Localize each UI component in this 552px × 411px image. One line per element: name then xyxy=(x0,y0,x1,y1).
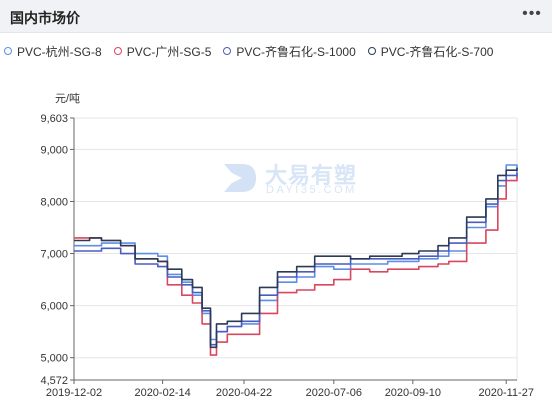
y-tick-label: 7,000 xyxy=(40,249,68,261)
y-tick-label: 4,572 xyxy=(40,375,68,387)
watermark-text-cn: 大易有塑 xyxy=(265,163,358,188)
chart-grid xyxy=(74,117,518,380)
y-tick-label: 9,603 xyxy=(40,113,68,125)
legend-marker-icon xyxy=(4,47,12,55)
series-line-1[interactable] xyxy=(74,164,518,341)
x-tick-label: 2019-12-02 xyxy=(46,387,102,399)
legend-label: PVC-齐鲁石化-S-700 xyxy=(380,44,494,59)
y-axis-unit-label: 元/吨 xyxy=(55,93,81,105)
watermark-logo-icon xyxy=(224,164,256,192)
x-tick-label: 2020-11-27 xyxy=(478,387,533,399)
y-tick-label: 9,000 xyxy=(40,144,68,156)
legend-item[interactable]: PVC-广州-SG-5 xyxy=(113,43,212,60)
legend-label: PVC-杭州-SG-8 xyxy=(17,44,102,59)
more-dots-icon[interactable]: ••• xyxy=(522,5,542,22)
legend-marker-icon xyxy=(113,47,122,55)
chart-axes: 4,572 5,000 6,000 7,000 8,000 9,000 9,603 2019-… xyxy=(40,113,533,399)
legend-item[interactable]: PVC-杭州-SG-8 xyxy=(4,43,102,60)
series-line-2[interactable] xyxy=(74,175,518,356)
legend-label: PVC-齐鲁石化-S-1000 xyxy=(236,44,356,59)
x-tick-label: 2020-07-06 xyxy=(306,387,362,399)
y-tick-label: 8,000 xyxy=(40,196,68,208)
x-tick-label: 2020-02-14 xyxy=(134,387,190,399)
legend-label: PVC-广州-SG-5 xyxy=(126,44,212,59)
watermark: 大易有塑 DAYI35.COM xyxy=(220,158,380,198)
legend-item[interactable]: PVC-齐鲁石化-S-1000 xyxy=(223,43,356,60)
series-line-3[interactable] xyxy=(74,172,518,346)
x-tick-label: 2020-04-22 xyxy=(216,387,272,399)
y-tick-label: 6,000 xyxy=(40,301,68,313)
legend-item[interactable]: PVC-齐鲁石化-S-700 xyxy=(367,43,494,60)
series-line-4[interactable] xyxy=(74,167,518,349)
card-title: 国内市场价 xyxy=(10,10,80,26)
x-tick-label: 2020-09-10 xyxy=(385,387,441,399)
watermark-text-en: DAYI35.COM xyxy=(266,184,357,196)
legend-marker-icon xyxy=(223,47,232,55)
chart-legend: PVC-杭州-SG-8 PVC-广州-SG-5 PVC-齐鲁石化-S-1000 PVC… xyxy=(4,42,505,60)
legend-marker-icon xyxy=(367,47,376,55)
card-header: 国内市场价 ••• xyxy=(0,0,552,33)
chart-series xyxy=(74,164,518,356)
y-tick-label: 5,000 xyxy=(40,353,68,365)
